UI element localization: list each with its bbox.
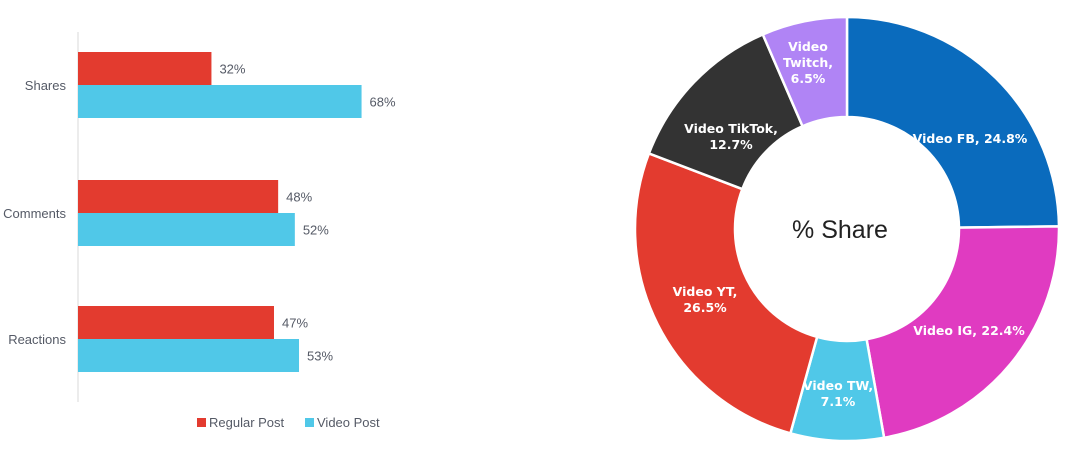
donut-slice [761,15,849,128]
legend-swatch [305,418,314,427]
data-label: 32% [219,62,245,77]
category-label: Shares [25,78,67,93]
bar-regular-post [78,306,274,339]
slice-label: Video YT, 26.5% [673,284,738,315]
slice-label: Video TW, 7.1% [803,378,873,409]
data-label: 53% [307,349,333,364]
legend-label: Video Post [317,415,380,430]
data-label: 52% [303,223,329,238]
slice-label: Video FB, 24.8% [913,131,1028,146]
donut-slice [845,15,1061,229]
donut-slice [788,335,886,443]
slice-label: Video TikTok, 12.7% [684,121,778,152]
slice-label: Video IG, 22.4% [913,323,1025,338]
category-label: Comments [3,206,66,221]
data-label: 47% [282,316,308,331]
donut-slice [865,225,1061,440]
bar-video-post [78,85,362,118]
bar-regular-post [78,180,279,213]
donut-slice [647,32,805,191]
bar-chart: Shares 32% 68% Comments 48% 52% Reactions 47% 53… [3,32,396,430]
donut-center-label: % Share [792,216,888,244]
category-label: Reactions [8,332,66,347]
bar-regular-post [78,52,212,85]
data-label: 48% [286,190,312,205]
data-label: 68% [370,95,396,110]
legend-label: Regular Post [209,415,285,430]
bar-video-post [78,213,295,246]
donut-slice [633,151,819,435]
bar-video-post [78,339,300,372]
legend-swatch [197,418,206,427]
slice-label: Video Twitch, 6.5% [783,39,833,86]
